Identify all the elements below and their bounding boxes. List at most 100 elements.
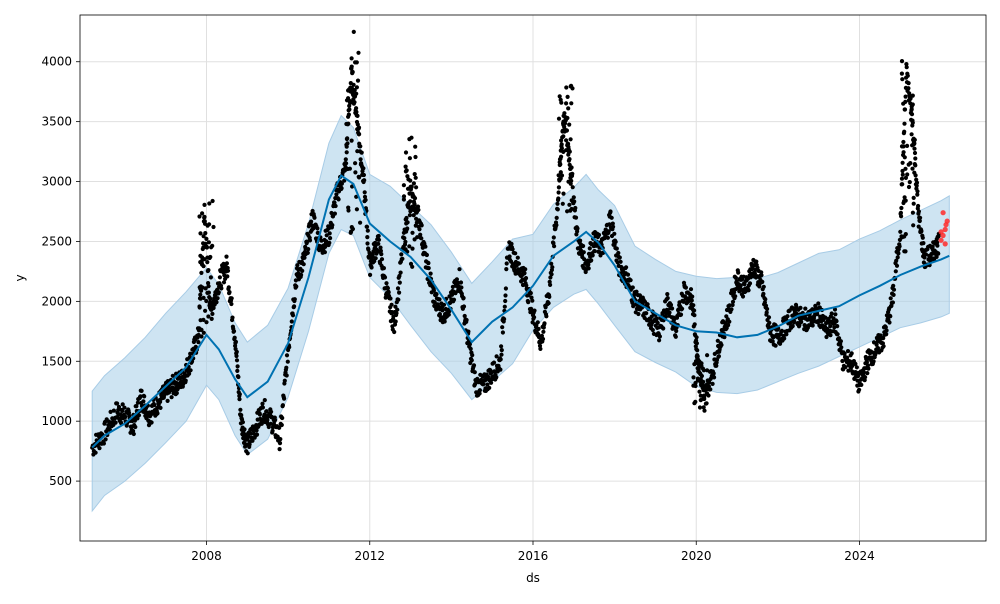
observed-point	[839, 345, 844, 350]
observed-point	[431, 288, 436, 293]
y-tick-label: 2000	[41, 294, 72, 308]
observed-point	[419, 223, 424, 228]
observed-point	[564, 101, 569, 106]
observed-point	[353, 161, 358, 166]
observed-point	[334, 192, 339, 197]
observed-point	[473, 382, 478, 387]
observed-point	[524, 283, 529, 288]
observed-point	[909, 132, 914, 137]
y-tick-label: 3000	[41, 175, 72, 189]
observed-point	[467, 342, 472, 347]
observed-point	[634, 289, 639, 294]
observed-point	[902, 121, 907, 126]
observed-point	[378, 248, 383, 253]
observed-point	[904, 62, 909, 67]
observed-point	[472, 370, 477, 375]
observed-point	[204, 320, 209, 325]
observed-point	[853, 361, 858, 366]
observed-point	[461, 304, 467, 309]
observed-point	[570, 185, 575, 190]
observed-point	[513, 251, 518, 256]
observed-point	[898, 210, 904, 215]
observed-point	[528, 291, 533, 296]
observed-point	[282, 378, 287, 383]
observed-point	[864, 360, 870, 365]
observed-point	[914, 180, 920, 185]
observed-point	[498, 367, 503, 372]
observed-point	[736, 270, 741, 275]
observed-point	[236, 374, 241, 380]
observed-point	[558, 170, 563, 175]
observed-point	[614, 246, 619, 251]
y-tick-label: 500	[49, 474, 72, 488]
observed-point	[295, 263, 300, 268]
observed-point	[462, 313, 467, 319]
observed-point	[355, 113, 360, 118]
observed-point	[136, 413, 142, 418]
observed-point	[494, 375, 499, 380]
observed-point	[566, 144, 571, 149]
observed-point	[183, 378, 188, 383]
observed-point	[693, 380, 698, 386]
observed-point	[855, 378, 860, 383]
observed-point	[376, 237, 382, 242]
observed-point	[358, 220, 363, 225]
observed-point	[481, 382, 486, 387]
observed-point	[306, 247, 311, 252]
observed-point	[738, 283, 743, 288]
observed-point	[174, 391, 179, 396]
observed-point	[799, 319, 804, 325]
observed-point	[894, 258, 899, 263]
observed-point	[704, 387, 709, 392]
observed-point	[912, 150, 918, 156]
observed-point	[235, 368, 240, 373]
observed-point	[432, 300, 437, 305]
observed-point	[530, 298, 535, 303]
observed-point	[370, 254, 375, 259]
observed-point	[415, 204, 421, 209]
observed-point	[906, 86, 911, 91]
observed-point	[273, 417, 278, 423]
observed-point	[657, 334, 663, 339]
observed-point	[764, 310, 769, 315]
observed-point	[895, 255, 900, 260]
observed-point	[423, 244, 428, 249]
observed-point	[225, 268, 231, 273]
observed-point	[849, 351, 854, 356]
observed-point	[875, 346, 881, 351]
observed-point	[458, 280, 464, 285]
observed-point	[470, 353, 475, 358]
observed-point	[719, 342, 724, 348]
observed-point	[345, 141, 350, 146]
observed-point	[773, 343, 778, 348]
observed-point	[349, 56, 354, 61]
observed-point	[523, 276, 529, 281]
observed-point	[245, 451, 250, 456]
observed-point	[265, 417, 270, 423]
observed-point	[754, 259, 759, 264]
y-axis-label: y	[13, 274, 27, 281]
observed-point	[254, 428, 259, 433]
observed-point	[810, 323, 815, 328]
observed-point	[905, 172, 910, 177]
observed-point	[832, 307, 838, 312]
observed-point	[671, 317, 677, 322]
observed-point	[413, 223, 418, 228]
observed-point	[397, 273, 402, 279]
observed-point	[522, 271, 527, 276]
observed-point	[155, 405, 160, 411]
observed-point	[549, 272, 554, 277]
observed-point	[829, 311, 834, 316]
observed-point	[348, 230, 353, 235]
observed-point	[227, 290, 232, 295]
observed-point	[500, 325, 505, 330]
observed-point	[412, 202, 417, 207]
observed-point	[581, 250, 586, 255]
observed-point	[204, 298, 209, 304]
observed-point	[665, 292, 670, 297]
observed-point	[198, 292, 203, 297]
observed-point	[347, 166, 352, 171]
observed-point	[206, 281, 211, 286]
observed-point	[499, 352, 504, 357]
observed-point	[403, 150, 409, 155]
